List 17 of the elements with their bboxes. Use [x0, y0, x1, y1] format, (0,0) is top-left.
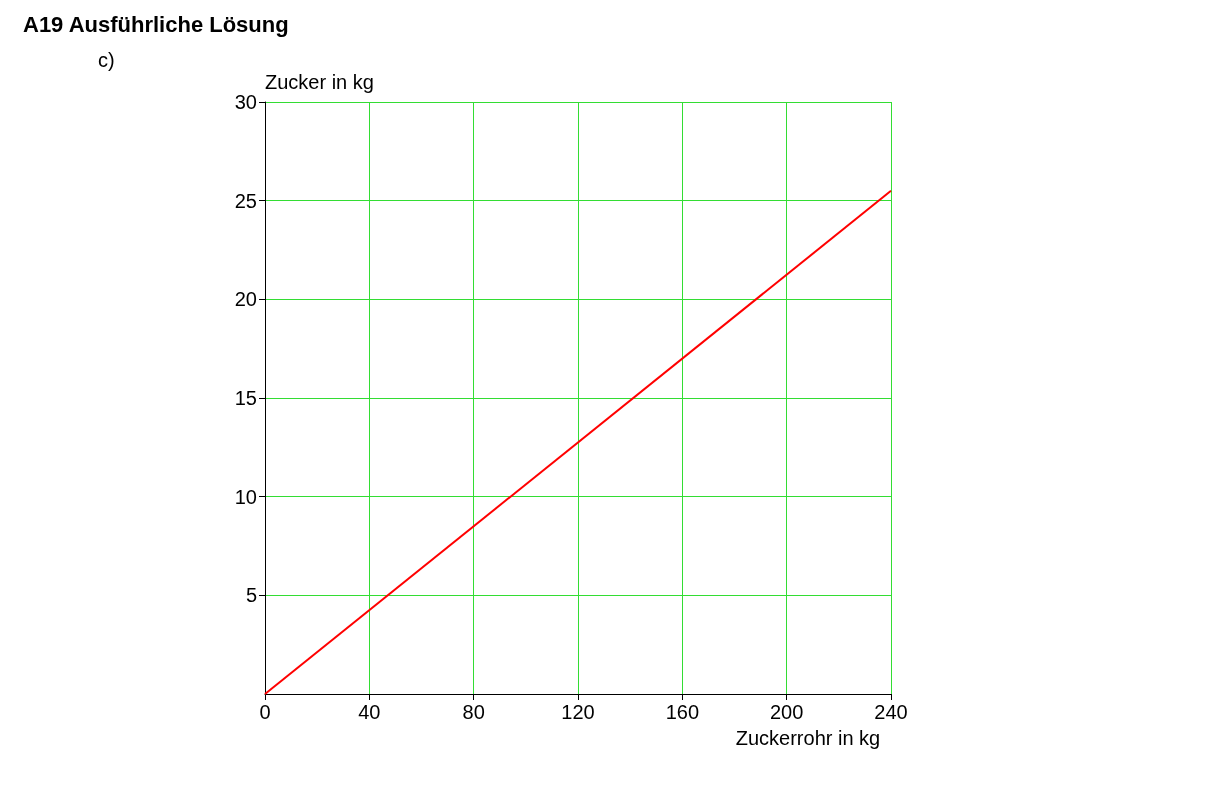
- x-tick-label: 40: [358, 701, 381, 723]
- x-tick-label: 160: [665, 701, 700, 723]
- y-tick-label: 10: [234, 485, 257, 508]
- y-tick-label: 30: [234, 91, 257, 113]
- x-axis-title: Zuckerrohr in kg: [735, 727, 881, 749]
- x-tick-label: 120: [561, 701, 595, 723]
- y-tick-label: 15: [234, 387, 257, 409]
- y-tick-label: 20: [234, 288, 257, 311]
- text: c): [98, 49, 115, 71]
- x-tick-label: 200: [769, 701, 804, 723]
- y-tick-label: 5: [245, 584, 257, 607]
- y-axis-title: Zucker in kg: [265, 71, 374, 93]
- y-tick-label: 25: [234, 189, 257, 212]
- x-tick-label: 80: [462, 701, 485, 723]
- x-tick-label: 240: [874, 701, 908, 723]
- chart-title: A19 Ausführliche Lösung: [23, 11, 289, 37]
- x-tick-label: 0: [259, 701, 271, 723]
